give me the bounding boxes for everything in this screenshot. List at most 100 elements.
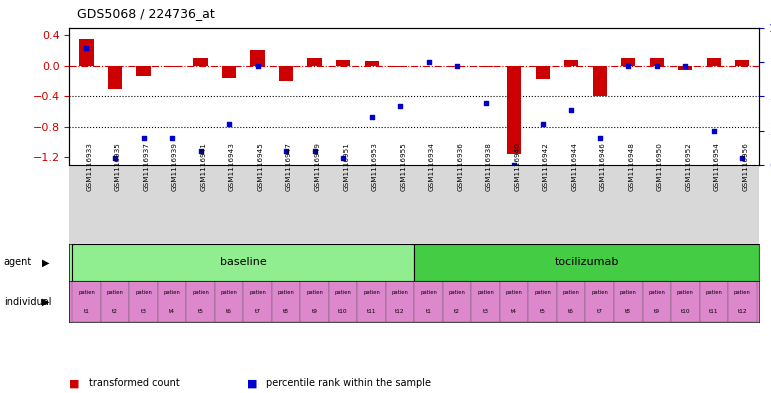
Text: t5: t5 bbox=[540, 309, 546, 314]
Text: GSM1116950: GSM1116950 bbox=[657, 142, 663, 191]
Text: GSM1116948: GSM1116948 bbox=[628, 142, 635, 191]
Bar bbox=[272, 281, 301, 322]
Bar bbox=[393, 66, 407, 67]
Point bbox=[594, 134, 606, 141]
Text: t8: t8 bbox=[625, 309, 631, 314]
Text: patien: patien bbox=[192, 290, 209, 295]
Text: patien: patien bbox=[506, 290, 523, 295]
Text: patien: patien bbox=[677, 290, 694, 295]
Point bbox=[109, 155, 121, 161]
Text: baseline: baseline bbox=[220, 257, 267, 267]
Text: ■: ■ bbox=[69, 378, 80, 388]
Text: agent: agent bbox=[4, 257, 32, 267]
Bar bbox=[479, 66, 493, 67]
Bar bbox=[557, 281, 585, 322]
Text: ■: ■ bbox=[247, 378, 258, 388]
Point bbox=[622, 63, 635, 69]
Bar bbox=[650, 58, 664, 66]
Bar bbox=[564, 61, 578, 66]
Bar bbox=[507, 66, 521, 154]
Point bbox=[394, 103, 406, 109]
Text: t7: t7 bbox=[254, 309, 261, 314]
Text: t8: t8 bbox=[283, 309, 289, 314]
Text: GSM1116953: GSM1116953 bbox=[372, 142, 378, 191]
Text: ▶: ▶ bbox=[42, 297, 50, 307]
Text: GSM1116947: GSM1116947 bbox=[286, 142, 292, 191]
Text: t10: t10 bbox=[681, 309, 690, 314]
Bar bbox=[736, 61, 749, 66]
Text: GSM1116951: GSM1116951 bbox=[343, 142, 349, 191]
Bar bbox=[699, 281, 728, 322]
Text: GSM1116942: GSM1116942 bbox=[543, 142, 549, 191]
Text: GSM1116937: GSM1116937 bbox=[143, 142, 150, 191]
Text: patien: patien bbox=[78, 290, 95, 295]
Text: t10: t10 bbox=[338, 309, 348, 314]
Text: t12: t12 bbox=[396, 309, 405, 314]
Bar bbox=[671, 281, 699, 322]
Point bbox=[423, 59, 435, 65]
Text: GSM1116944: GSM1116944 bbox=[571, 142, 577, 191]
Text: GSM1116945: GSM1116945 bbox=[258, 142, 264, 191]
Point bbox=[736, 155, 749, 161]
Text: GSM1116938: GSM1116938 bbox=[486, 142, 492, 191]
Bar bbox=[358, 281, 386, 322]
Bar bbox=[415, 281, 443, 322]
Text: t5: t5 bbox=[197, 309, 204, 314]
Bar bbox=[728, 281, 756, 322]
Text: GSM1116952: GSM1116952 bbox=[685, 142, 692, 191]
Bar bbox=[593, 66, 607, 96]
Bar bbox=[72, 244, 415, 281]
Bar bbox=[165, 66, 179, 67]
Text: patien: patien bbox=[335, 290, 352, 295]
Point bbox=[708, 127, 720, 134]
Text: t6: t6 bbox=[568, 309, 574, 314]
Text: t3: t3 bbox=[140, 309, 146, 314]
Bar bbox=[450, 66, 464, 67]
Bar bbox=[108, 66, 122, 89]
Text: tocilizumab: tocilizumab bbox=[555, 257, 619, 267]
Bar bbox=[585, 281, 614, 322]
Text: patien: patien bbox=[135, 290, 152, 295]
Text: t7: t7 bbox=[597, 309, 603, 314]
Bar bbox=[536, 66, 550, 79]
Text: patien: patien bbox=[221, 290, 237, 295]
Text: t4: t4 bbox=[511, 309, 517, 314]
Point bbox=[651, 63, 663, 69]
Text: patien: patien bbox=[420, 290, 437, 295]
Bar bbox=[279, 66, 293, 81]
Text: GSM1116941: GSM1116941 bbox=[200, 142, 207, 191]
Text: t6: t6 bbox=[226, 309, 232, 314]
Text: GSM1116946: GSM1116946 bbox=[600, 142, 606, 191]
Bar bbox=[500, 281, 528, 322]
Bar bbox=[528, 281, 557, 322]
Text: GDS5068 / 224736_at: GDS5068 / 224736_at bbox=[77, 7, 215, 20]
Text: patien: patien bbox=[477, 290, 494, 295]
Bar bbox=[365, 61, 379, 66]
Text: percentile rank within the sample: percentile rank within the sample bbox=[266, 378, 431, 388]
Bar bbox=[130, 281, 158, 322]
Point bbox=[337, 155, 349, 161]
Text: GSM1116954: GSM1116954 bbox=[714, 142, 720, 191]
Text: patien: patien bbox=[648, 290, 665, 295]
Text: GSM1116956: GSM1116956 bbox=[742, 142, 749, 191]
Point bbox=[166, 134, 178, 141]
Text: t2: t2 bbox=[112, 309, 118, 314]
Text: t11: t11 bbox=[709, 309, 719, 314]
Text: t9: t9 bbox=[311, 309, 318, 314]
Bar bbox=[301, 281, 329, 322]
Point bbox=[508, 162, 520, 168]
Bar bbox=[136, 66, 150, 75]
Text: patien: patien bbox=[620, 290, 637, 295]
Bar bbox=[187, 281, 215, 322]
Text: GSM1116949: GSM1116949 bbox=[315, 142, 321, 191]
Text: GSM1116936: GSM1116936 bbox=[457, 142, 463, 191]
Bar bbox=[678, 66, 692, 70]
Point bbox=[679, 63, 692, 69]
Text: patien: patien bbox=[278, 290, 295, 295]
Text: individual: individual bbox=[4, 297, 52, 307]
Bar bbox=[471, 281, 500, 322]
Text: GSM1116933: GSM1116933 bbox=[86, 142, 93, 191]
Text: patien: patien bbox=[306, 290, 323, 295]
Point bbox=[451, 63, 463, 69]
Text: t9: t9 bbox=[654, 309, 660, 314]
